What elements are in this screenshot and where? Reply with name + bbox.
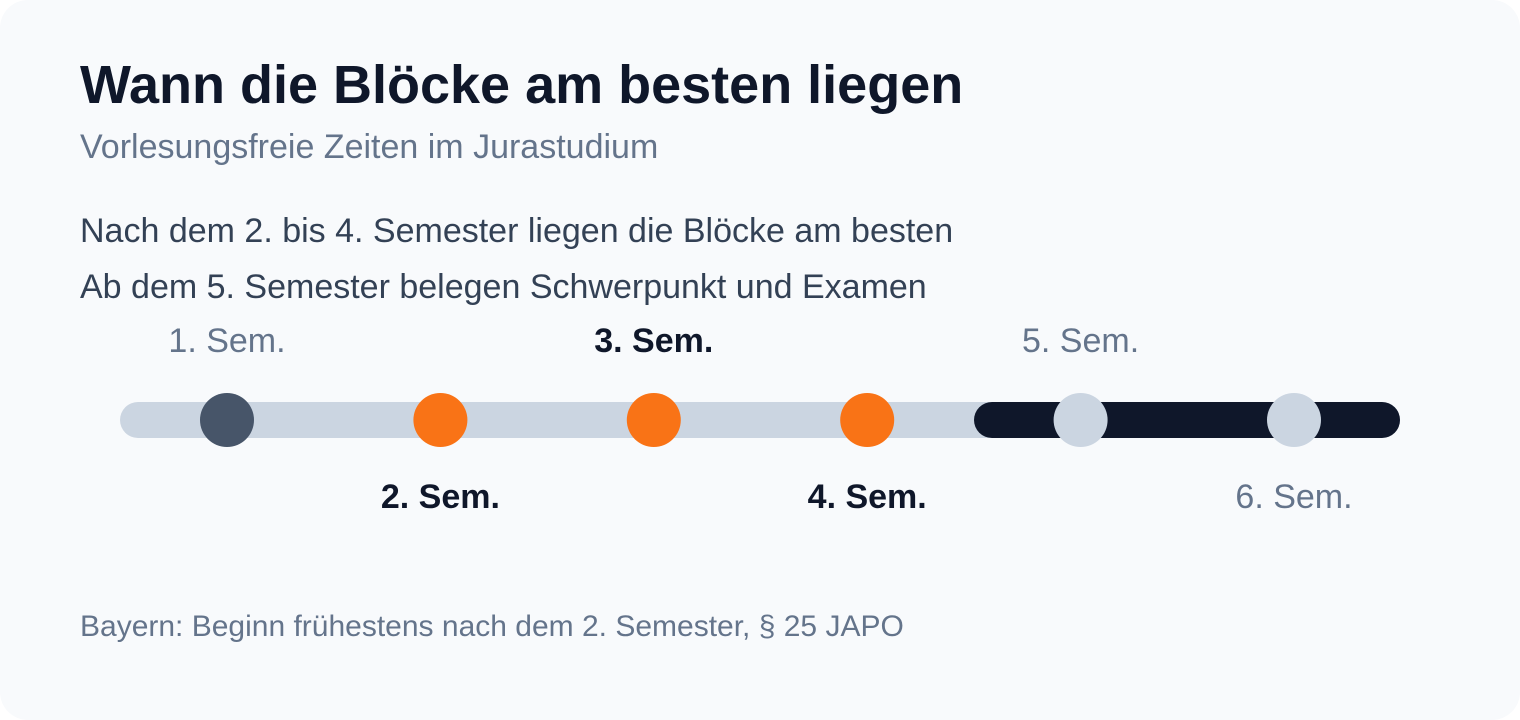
semester-dot-5 (1053, 393, 1108, 447)
semester-label-5: 5. Sem. (1022, 322, 1139, 360)
semester-label-1: 1. Sem. (168, 322, 285, 360)
semester-label-4: 4. Sem. (808, 478, 927, 516)
semester-dot-2 (413, 393, 468, 447)
semester-label-6: 6. Sem. (1235, 478, 1352, 516)
semester-dot-4 (840, 393, 895, 447)
semester-label-3: 3. Sem. (594, 322, 713, 360)
semester-dot-1 (200, 393, 254, 447)
footnote: Bayern: Beginn frühestens nach dem 2. Se… (80, 610, 904, 643)
statement-line-1: Nach dem 2. bis 4. Semester liegen die B… (80, 212, 954, 250)
page-title: Wann die Blöcke am besten liegen (80, 55, 964, 115)
semester-label-2: 2. Sem. (381, 478, 500, 516)
semester-dot-3 (626, 393, 681, 447)
statement-line-2: Ab dem 5. Semester belegen Schwerpunkt u… (80, 268, 927, 306)
semester-dot-6 (1267, 393, 1321, 447)
page-subtitle: Vorlesungsfreie Zeiten im Jurastudium (80, 128, 659, 166)
